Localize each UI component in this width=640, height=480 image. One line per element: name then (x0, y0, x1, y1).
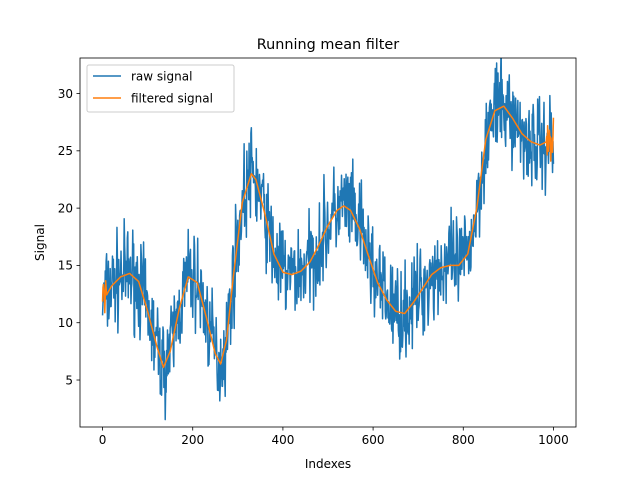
x-tick-label: 600 (362, 433, 385, 447)
legend-label-filtered-signal: filtered signal (131, 92, 213, 106)
y-tick-label: 25 (58, 144, 73, 158)
legend-label-raw-signal: raw signal (131, 70, 192, 84)
legend: raw signal filtered signal (86, 64, 235, 113)
x-tick-label: 800 (452, 433, 475, 447)
y-tick-label: 5 (65, 373, 73, 387)
chart-title: Running mean filter (257, 37, 399, 53)
y-tick-label: 15 (58, 259, 73, 273)
y-tick-label: 10 (58, 316, 73, 330)
x-tick-label: 0 (99, 433, 107, 447)
series-layer (101, 58, 555, 421)
y-tick-label: 30 (58, 87, 73, 101)
x-axis: 0 200 400 600 800 1000 (99, 427, 569, 447)
plot-area (79, 57, 577, 428)
axes-frame (79, 57, 577, 428)
legend-box (86, 64, 235, 113)
y-tick-label: 20 (58, 201, 73, 215)
x-tick-label: 1000 (538, 433, 569, 447)
y-axis-label: Signal (33, 224, 47, 261)
series-line-filtered-signal (101, 105, 555, 369)
x-tick-label: 400 (271, 433, 294, 447)
x-tick-label: 200 (181, 433, 204, 447)
x-axis-label: Indexes (305, 457, 351, 471)
y-axis: 5 10 15 20 25 30 (58, 87, 80, 387)
